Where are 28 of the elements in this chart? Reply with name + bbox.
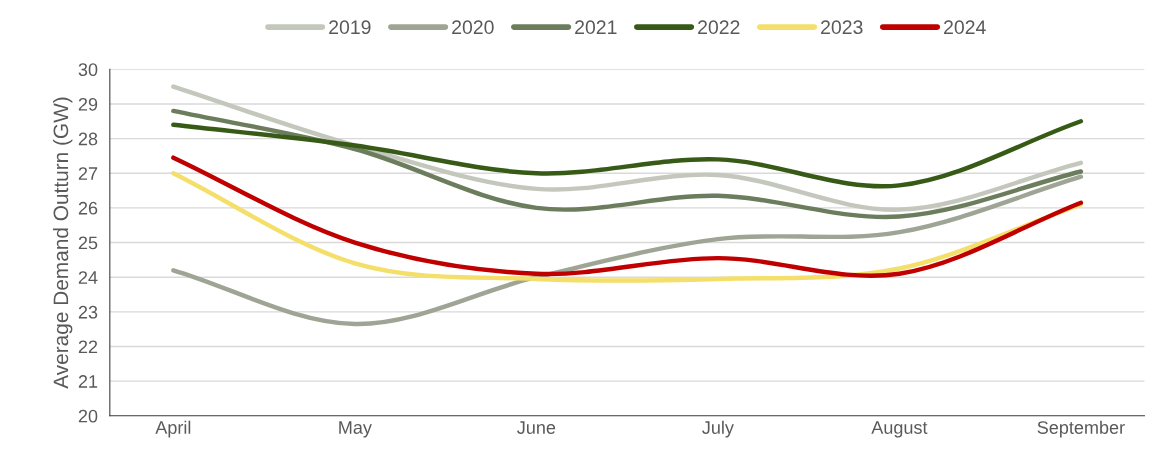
legend-label: 2021 xyxy=(575,20,617,35)
y-tick-label: 30 xyxy=(78,63,98,77)
x-tick-label: May xyxy=(339,421,372,438)
legend-label: 2024 xyxy=(944,20,986,35)
line-series xyxy=(171,174,1084,327)
x-tick-label: August xyxy=(871,421,928,438)
y-tick-label: 28 xyxy=(78,132,98,146)
y-tick-label: 24 xyxy=(78,271,98,284)
y-axis-title: Average Demand Outturn (GW) xyxy=(52,97,73,389)
x-tick-label: April xyxy=(155,420,191,438)
y-tick-label: 23 xyxy=(78,305,98,319)
legend-label: 2019 xyxy=(329,20,371,35)
legend-label: 2023 xyxy=(821,20,863,35)
x-tick-label: July xyxy=(702,420,734,438)
legend-label: 2022 xyxy=(698,20,740,35)
y-tick-label: 21 xyxy=(78,375,98,388)
line-series xyxy=(171,119,1084,189)
y-tick-label: 22 xyxy=(78,340,98,354)
x-tick-label: June xyxy=(517,421,556,434)
y-tick-label: 27 xyxy=(78,167,98,180)
y-tick-label: 20 xyxy=(78,409,98,423)
x-tick-label: September xyxy=(1037,420,1125,438)
y-tick-label: 25 xyxy=(78,236,98,250)
y-tick-label: 26 xyxy=(78,201,98,215)
legend-label: 2020 xyxy=(452,20,494,35)
line-series xyxy=(171,84,1084,212)
y-tick-label: 29 xyxy=(78,97,98,111)
line-series xyxy=(171,108,1084,220)
